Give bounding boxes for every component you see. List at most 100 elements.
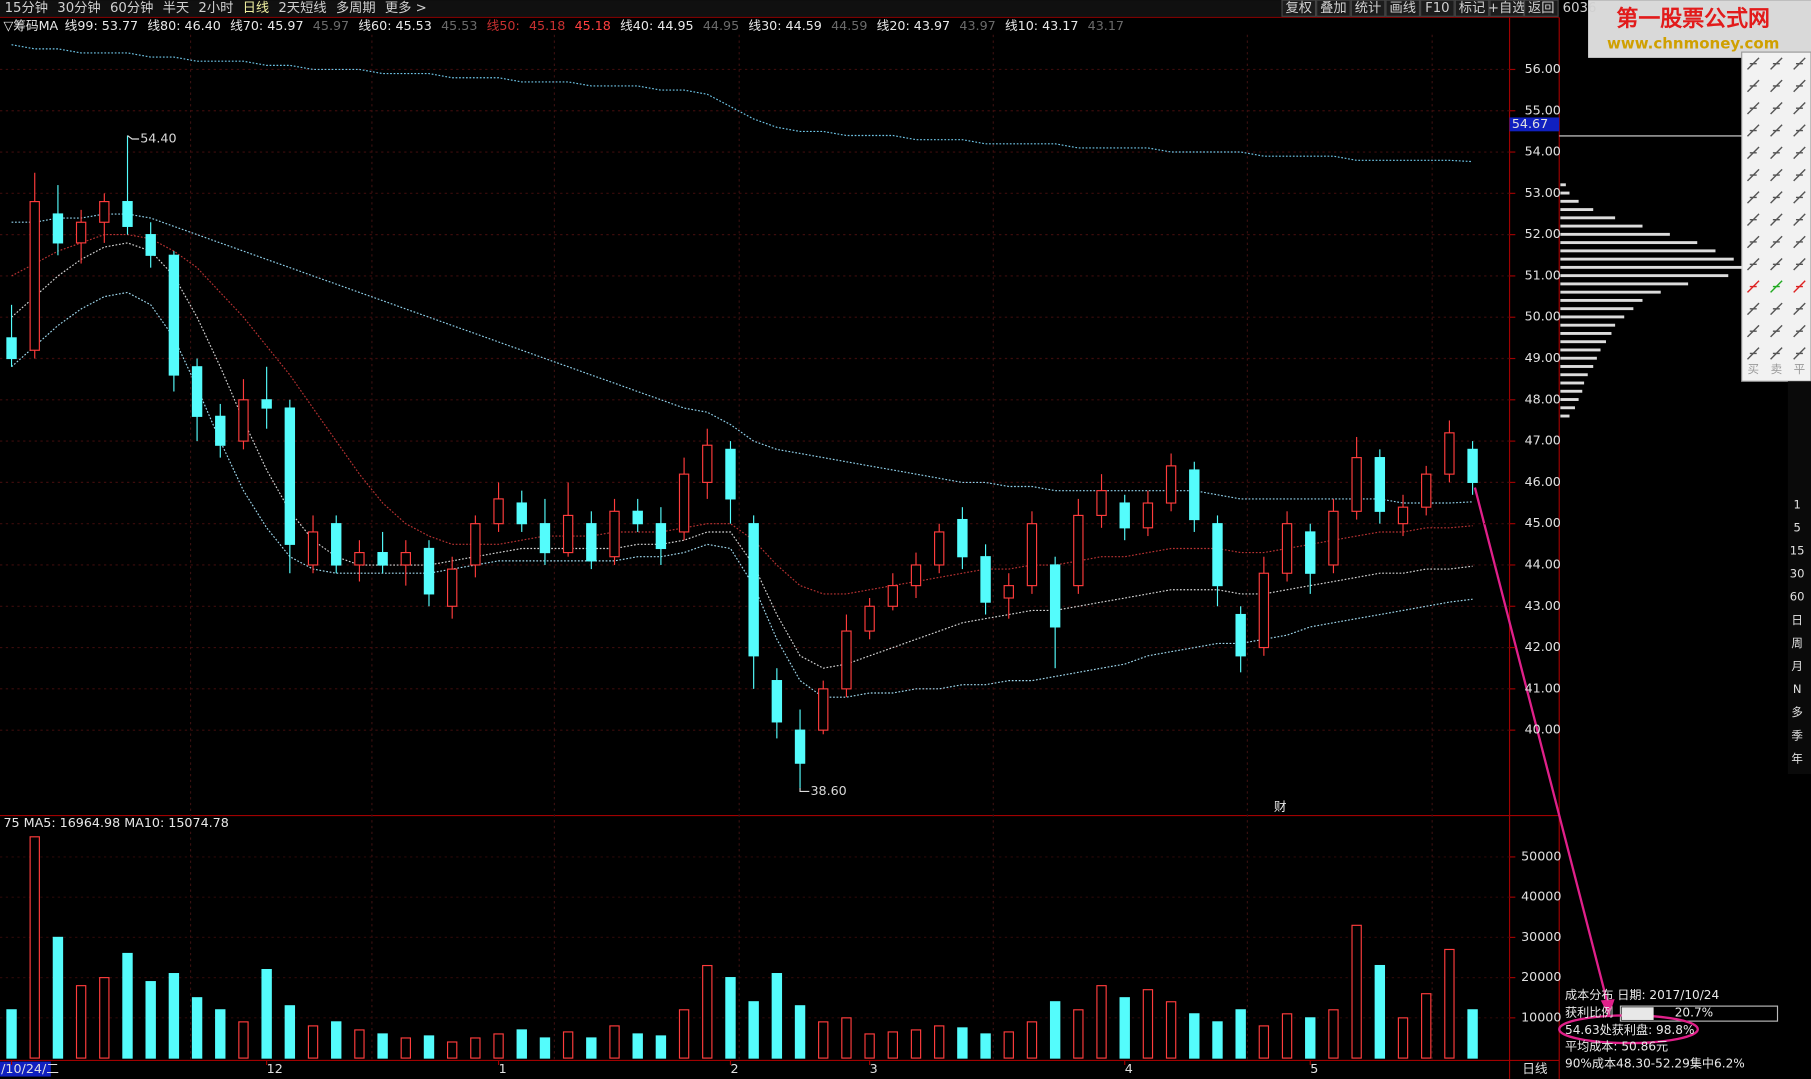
period-button[interactable]: 30	[1790, 567, 1805, 581]
volume-bar	[957, 1027, 968, 1059]
draw-tool[interactable]	[1793, 191, 1806, 204]
chip-bar	[1560, 373, 1588, 377]
trade-button[interactable]: 平	[1794, 362, 1806, 376]
draw-tool[interactable]	[1793, 324, 1806, 338]
draw-tool[interactable]	[1793, 213, 1806, 226]
menu-button-label[interactable]: 复权	[1286, 0, 1313, 16]
draw-tool[interactable]	[1770, 191, 1783, 204]
draw-tool[interactable]	[1770, 101, 1783, 115]
draw-tool[interactable]	[1746, 57, 1760, 70]
draw-tool[interactable]	[1770, 235, 1783, 249]
draw-tool[interactable]	[1746, 280, 1760, 293]
menu-button-label[interactable]: F10	[1425, 1, 1450, 16]
draw-tool[interactable]	[1770, 146, 1783, 160]
menu-button-label[interactable]: 标记	[1459, 0, 1486, 16]
draw-tool[interactable]	[1770, 79, 1783, 93]
period-button[interactable]: 1	[1793, 497, 1800, 511]
trade-button[interactable]: 卖	[1771, 362, 1783, 376]
candle-body	[6, 337, 17, 360]
menu-item[interactable]: 30分钟	[57, 0, 100, 16]
menu-item[interactable]: 更多 >	[385, 0, 427, 16]
menu-item[interactable]: 半天	[163, 0, 190, 16]
draw-tool[interactable]	[1746, 124, 1760, 137]
draw-tool[interactable]	[1746, 146, 1760, 160]
menu-button[interactable]	[1316, 0, 1351, 17]
period-button[interactable]: 60	[1790, 590, 1805, 604]
candle-body	[307, 531, 319, 566]
draw-tool[interactable]	[1770, 324, 1783, 338]
menu-item[interactable]: 日线	[243, 0, 270, 16]
draw-tool[interactable]	[1746, 347, 1760, 360]
draw-tool[interactable]	[1793, 146, 1806, 160]
draw-tool[interactable]	[1770, 258, 1783, 271]
period-button[interactable]: 季	[1791, 728, 1803, 742]
draw-tool[interactable]	[1746, 235, 1760, 249]
legend-entry: 44.95	[703, 18, 739, 33]
draw-tool[interactable]	[1793, 79, 1806, 93]
menu-button[interactable]	[1350, 0, 1386, 17]
volume-bar	[145, 981, 156, 1059]
candle-body	[423, 547, 435, 595]
chip-bar	[1560, 323, 1616, 327]
chip-bar	[1560, 249, 1716, 253]
draw-tool[interactable]	[1770, 302, 1783, 316]
menu-item[interactable]: 60分钟	[110, 0, 153, 16]
period-button[interactable]: 5	[1793, 520, 1800, 534]
period-button[interactable]: 15	[1790, 544, 1805, 558]
draw-tool[interactable]	[1770, 213, 1783, 226]
period-button[interactable]: 月	[1791, 659, 1803, 673]
legend-entry: 43.97	[959, 18, 995, 33]
period-button[interactable]: 周	[1791, 636, 1803, 650]
trade-button[interactable]: 买	[1747, 362, 1759, 376]
candle-body	[29, 201, 40, 351]
draw-tool[interactable]	[1793, 258, 1806, 271]
draw-tool[interactable]	[1793, 302, 1806, 316]
menu-button-label[interactable]: +自选	[1488, 0, 1526, 16]
candle-body	[957, 518, 968, 558]
period-button[interactable]: 年	[1791, 751, 1803, 765]
candle-body	[1444, 432, 1455, 475]
draw-tool[interactable]	[1793, 347, 1806, 360]
candle-body	[168, 254, 180, 376]
period-button[interactable]: 日	[1791, 613, 1803, 627]
chip-bar	[1560, 265, 1743, 269]
menu-button[interactable]	[1385, 0, 1421, 17]
draw-tool[interactable]	[1746, 213, 1760, 226]
menu-button[interactable]	[1523, 0, 1559, 17]
draw-tool[interactable]	[1746, 258, 1760, 271]
draw-tool[interactable]	[1770, 168, 1783, 182]
menu-button[interactable]	[1454, 0, 1490, 17]
menu-button-label[interactable]: 统计	[1355, 0, 1382, 16]
legend-entry: 45.97	[313, 18, 349, 33]
draw-tool[interactable]	[1793, 57, 1806, 70]
draw-tool[interactable]	[1770, 280, 1783, 293]
draw-tool[interactable]	[1793, 124, 1806, 137]
menu-button[interactable]	[1420, 0, 1455, 17]
legend-entry: 44.59	[831, 18, 867, 33]
menu-button-label[interactable]: 叠加	[1320, 0, 1347, 16]
period-button[interactable]: 多	[1791, 705, 1803, 719]
draw-tool[interactable]	[1746, 191, 1760, 204]
draw-tool[interactable]	[1746, 168, 1760, 182]
draw-tool[interactable]	[1770, 124, 1783, 137]
draw-tool[interactable]	[1746, 79, 1760, 93]
draw-tool[interactable]	[1770, 57, 1783, 70]
period-button[interactable]: N	[1793, 682, 1802, 696]
menu-button[interactable]	[1281, 0, 1317, 17]
menu-button[interactable]	[1489, 0, 1524, 17]
draw-tool[interactable]	[1793, 280, 1806, 293]
draw-tool[interactable]	[1793, 168, 1806, 182]
menu-item[interactable]: 2小时	[198, 0, 233, 16]
draw-tool[interactable]	[1746, 101, 1760, 115]
draw-tool[interactable]	[1746, 324, 1760, 338]
menu-item[interactable]: 2天短线	[278, 0, 326, 16]
menu-item[interactable]: 多周期	[336, 0, 376, 16]
draw-tool[interactable]	[1793, 101, 1806, 115]
menu-button-label[interactable]: 返回	[1528, 0, 1555, 16]
draw-tool[interactable]	[1746, 302, 1760, 316]
menu-item[interactable]: 15分钟	[5, 0, 48, 16]
watermark-url: www.chnmoney.com	[1607, 35, 1779, 53]
draw-tool[interactable]	[1793, 235, 1806, 249]
menu-button-label[interactable]: 画线	[1389, 0, 1416, 16]
draw-tool[interactable]	[1770, 347, 1783, 360]
